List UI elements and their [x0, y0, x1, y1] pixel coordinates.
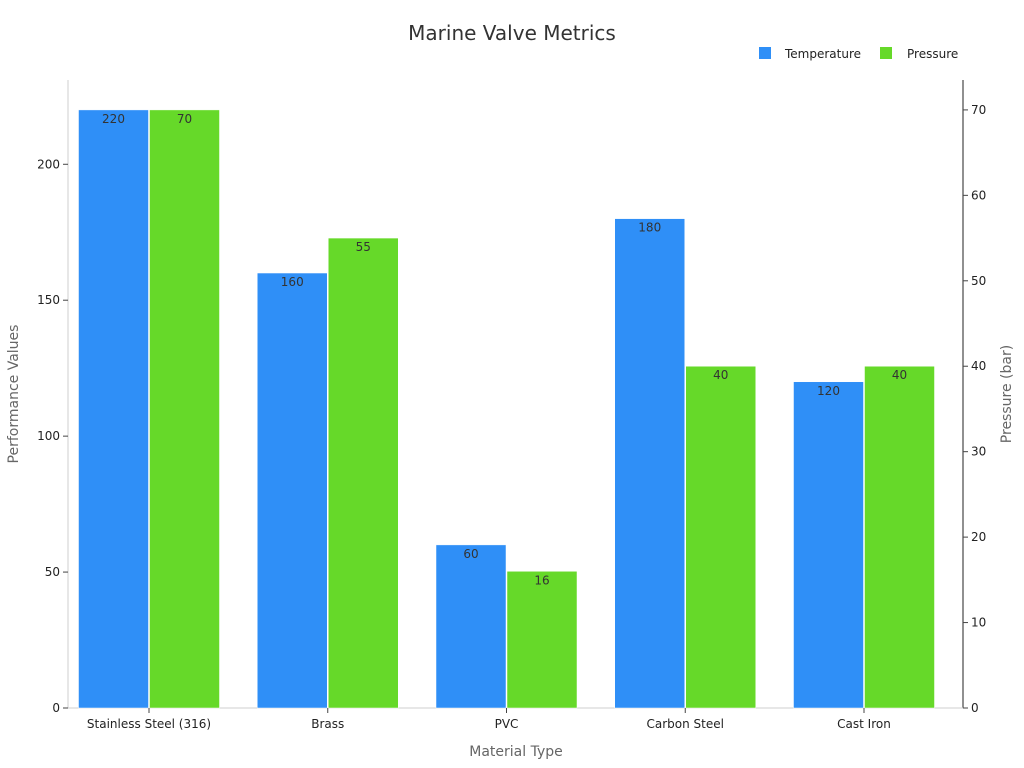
bars-group: [78, 109, 935, 709]
legend-label-pressure: Pressure: [907, 47, 958, 61]
y2-tick-label: 10: [971, 616, 986, 630]
y2-tick-label: 30: [971, 445, 986, 459]
data-label-temperature-carbon-steel: 180: [638, 221, 661, 235]
y-tick-label: 50: [45, 565, 60, 579]
x-tick-label-carbon-steel: Carbon Steel: [647, 717, 724, 731]
bar-temperature-pvc: [435, 544, 507, 709]
x-tick-label-cast-iron: Cast Iron: [837, 717, 891, 731]
data-label-pressure-brass: 55: [356, 240, 371, 254]
bar-pressure-brass: [328, 237, 399, 709]
legend-label-temperature: Temperature: [784, 47, 861, 61]
y-tick-label: 100: [37, 429, 60, 443]
y2-tick-label: 50: [971, 274, 986, 288]
y2-tick-label: 70: [971, 103, 986, 117]
data-label-temperature-stainless-steel-316: 220: [102, 112, 125, 126]
data-label-pressure-cast-iron: 40: [892, 368, 907, 382]
y2-tick-label: 20: [971, 530, 986, 544]
data-label-temperature-pvc: 60: [463, 547, 478, 561]
data-label-pressure-pvc: 16: [534, 573, 549, 587]
bar-temperature-carbon-steel: [614, 218, 685, 709]
y2-tick-label: 40: [971, 359, 986, 373]
legend: Temperature Pressure: [759, 47, 958, 61]
y2-axis-label: Pressure (bar): [999, 345, 1015, 443]
x-axis-label: Material Type: [469, 744, 562, 760]
bar-pressure-cast-iron: [864, 365, 935, 709]
bar-temperature-brass: [257, 272, 328, 709]
y2-tick-label: 0: [971, 701, 979, 715]
y-axis-label: Performance Values: [6, 325, 22, 464]
data-label-pressure-carbon-steel: 40: [713, 368, 728, 382]
x-tick-label-stainless-steel-316: Stainless Steel (316): [87, 717, 211, 731]
data-labels-group: 220 70 160 55 60 16 180 40 120 40: [102, 112, 907, 587]
bar-pressure-stainless-steel-316: [149, 109, 220, 709]
bar-pressure-pvc: [506, 571, 578, 709]
bar-temperature-stainless-steel-316: [78, 109, 149, 709]
legend-swatch-temperature: [759, 47, 771, 59]
bar-temperature-cast-iron: [793, 381, 864, 709]
y-tick-label: 200: [37, 157, 60, 171]
data-label-pressure-stainless-steel-316: 70: [177, 112, 192, 126]
bar-pressure-carbon-steel: [685, 365, 756, 709]
data-label-temperature-cast-iron: 120: [817, 384, 840, 398]
y-tick-label: 150: [37, 293, 60, 307]
chart-title: Marine Valve Metrics: [408, 21, 616, 45]
legend-swatch-pressure: [880, 47, 892, 59]
ticks-group: Stainless Steel (316) Brass PVC Carbon Stee…: [37, 103, 986, 731]
data-label-temperature-brass: 160: [281, 275, 304, 289]
y2-tick-label: 60: [971, 188, 986, 202]
y-tick-label: 0: [52, 701, 60, 715]
x-tick-label-brass: Brass: [311, 717, 344, 731]
x-tick-label-pvc: PVC: [495, 717, 519, 731]
